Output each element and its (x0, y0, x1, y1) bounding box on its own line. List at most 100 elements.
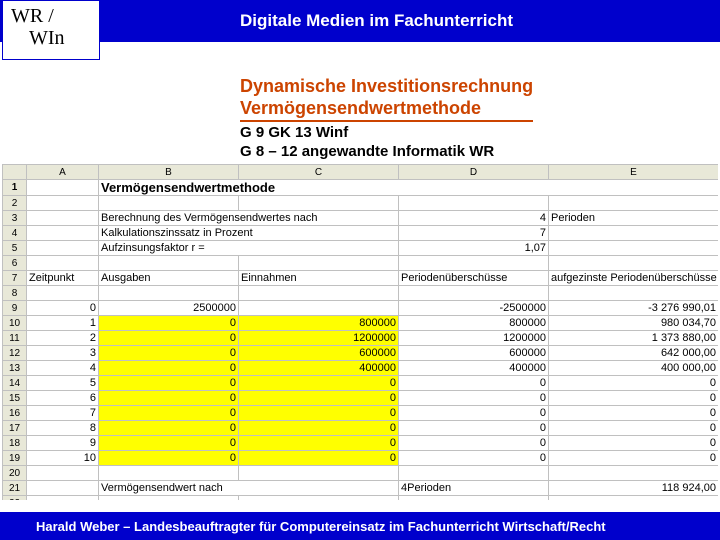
cell[interactable]: Einnahmen (239, 271, 399, 286)
cell[interactable]: Kalkulationszinssatz in Prozent (99, 226, 399, 241)
cell[interactable]: 0 (99, 316, 239, 331)
cell[interactable] (549, 256, 719, 271)
sheet-table[interactable]: ABCDE1Vermögensendwertmethode23Berechnun… (2, 164, 718, 500)
cell[interactable]: 6 (3, 256, 27, 271)
cell[interactable]: 3 (3, 211, 27, 226)
cell[interactable]: 9 (27, 436, 99, 451)
cell[interactable]: Zeitpunkt (27, 271, 99, 286)
cell[interactable]: 1 373 880,00 (549, 331, 719, 346)
cell[interactable]: 0 (549, 406, 719, 421)
cell[interactable] (549, 196, 719, 211)
cell[interactable] (27, 180, 99, 196)
cell[interactable]: 0 (27, 301, 99, 316)
cell[interactable]: 18 (3, 436, 27, 451)
cell[interactable] (27, 481, 99, 496)
cell[interactable]: 8 (27, 421, 99, 436)
col-header[interactable]: C (239, 165, 399, 180)
cell[interactable] (27, 496, 99, 501)
cell[interactable] (99, 466, 239, 481)
cell[interactable]: 400000 (399, 361, 549, 376)
cell[interactable]: 800000 (399, 316, 549, 331)
cell[interactable]: 400 000,00 (549, 361, 719, 376)
col-header[interactable]: D (399, 165, 549, 180)
cell[interactable]: 0 (399, 391, 549, 406)
cell[interactable] (27, 211, 99, 226)
cell[interactable]: 13 (3, 361, 27, 376)
cell[interactable] (399, 256, 549, 271)
cell[interactable]: 0 (399, 376, 549, 391)
cell[interactable]: 2 (3, 196, 27, 211)
cell[interactable]: 3 (27, 346, 99, 361)
cell[interactable] (549, 466, 719, 481)
cell[interactable]: 10 (27, 451, 99, 466)
cell[interactable]: 0 (99, 406, 239, 421)
cell[interactable] (549, 496, 719, 501)
cell[interactable]: 14 (3, 376, 27, 391)
cell[interactable]: 0 (549, 421, 719, 436)
cell[interactable]: 12 (3, 346, 27, 361)
cell[interactable]: 642 000,00 (549, 346, 719, 361)
cell[interactable]: -3 276 990,01 (549, 301, 719, 316)
cell[interactable]: 0 (239, 376, 399, 391)
cell[interactable]: 0 (399, 436, 549, 451)
cell[interactable]: 0 (239, 391, 399, 406)
cell[interactable] (27, 196, 99, 211)
cell[interactable]: 17 (3, 421, 27, 436)
cell[interactable]: 0 (99, 346, 239, 361)
cell[interactable]: 0 (99, 331, 239, 346)
cell[interactable]: 21 (3, 481, 27, 496)
cell[interactable]: 1200000 (239, 331, 399, 346)
cell[interactable]: 15 (3, 391, 27, 406)
cell[interactable] (99, 496, 239, 501)
cell[interactable]: 0 (239, 406, 399, 421)
cell[interactable]: 0 (549, 451, 719, 466)
cell[interactable]: Vermögensendwertmethode (99, 180, 719, 196)
cell[interactable] (27, 241, 99, 256)
cell[interactable]: 6 (27, 391, 99, 406)
cell[interactable]: Berechnung des Vermögensendwertes nach (99, 211, 399, 226)
spreadsheet[interactable]: ABCDE1Vermögensendwertmethode23Berechnun… (2, 164, 718, 500)
cell[interactable] (239, 256, 399, 271)
cell[interactable]: 7 (27, 406, 99, 421)
cell[interactable] (27, 226, 99, 241)
cell[interactable]: 0 (549, 391, 719, 406)
col-header[interactable]: A (27, 165, 99, 180)
cell[interactable]: 22 (3, 496, 27, 501)
cell[interactable]: 0 (99, 436, 239, 451)
cell[interactable]: 0 (99, 376, 239, 391)
cell[interactable]: 0 (239, 451, 399, 466)
cell[interactable]: 118 924,00 (549, 481, 719, 496)
cell[interactable]: 20 (3, 466, 27, 481)
cell[interactable]: 0 (549, 376, 719, 391)
cell[interactable]: 7 (3, 271, 27, 286)
cell[interactable] (399, 466, 549, 481)
cell[interactable]: 0 (99, 361, 239, 376)
cell[interactable]: 2500000 (99, 301, 239, 316)
cell[interactable]: 0 (239, 421, 399, 436)
cell[interactable]: Periodenüberschüsse (399, 271, 549, 286)
col-header[interactable]: B (99, 165, 239, 180)
cell[interactable] (399, 196, 549, 211)
cell[interactable] (99, 286, 239, 301)
cell[interactable]: 11 (3, 331, 27, 346)
cell[interactable]: 1 (3, 180, 27, 196)
cell[interactable]: 2 (27, 331, 99, 346)
cell[interactable]: 4 Perioden (399, 481, 549, 496)
cell[interactable]: -2500000 (399, 301, 549, 316)
cell[interactable] (399, 496, 549, 501)
cell[interactable]: 0 (549, 436, 719, 451)
cell[interactable] (239, 286, 399, 301)
cell[interactable]: Perioden (549, 211, 719, 226)
cell[interactable]: aufgezinste Periodenüberschüsse (549, 271, 719, 286)
cell[interactable]: 600000 (399, 346, 549, 361)
cell[interactable] (27, 286, 99, 301)
cell[interactable]: 1,07 (399, 241, 549, 256)
cell[interactable]: 9 (3, 301, 27, 316)
cell[interactable]: Vermögensendwert nach (99, 481, 399, 496)
cell[interactable]: 0 (239, 436, 399, 451)
cell[interactable] (239, 301, 399, 316)
cell[interactable] (239, 496, 399, 501)
cell[interactable]: 0 (399, 421, 549, 436)
cell[interactable]: 0 (99, 451, 239, 466)
cell[interactable]: Ausgaben (99, 271, 239, 286)
